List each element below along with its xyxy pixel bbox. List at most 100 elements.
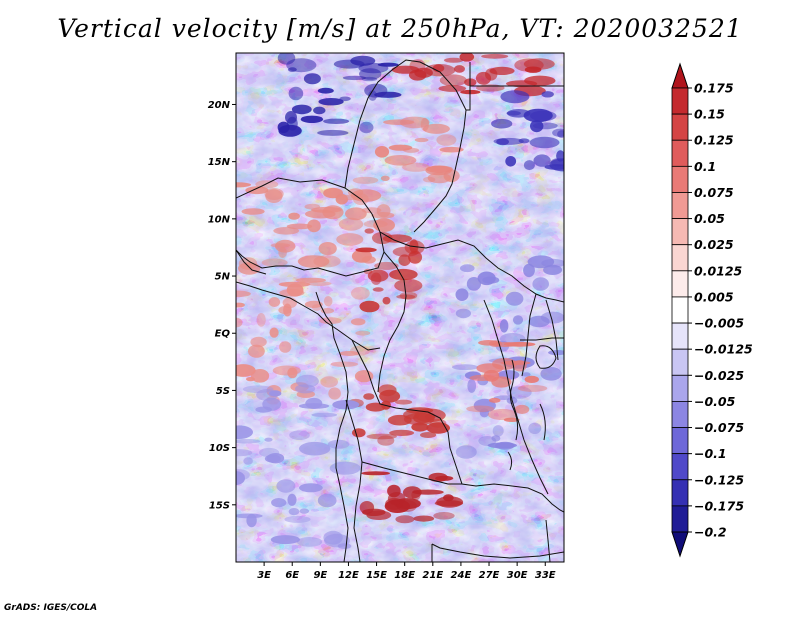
velocity-cell: [552, 128, 564, 137]
velocity-cell: [455, 308, 471, 319]
colorbar-min-arrow: [671, 531, 689, 558]
colorbar-level-label: 0.05: [694, 211, 725, 226]
colorbar-level-label: −0.075: [694, 420, 744, 435]
colorbar-level-label: 0.075: [694, 185, 734, 200]
velocity-cell: [522, 372, 531, 377]
velocity-cell: [438, 85, 467, 92]
velocity-cell: [517, 384, 548, 392]
velocity-cell: [359, 300, 380, 313]
velocity-cell: [434, 500, 464, 507]
velocity-cell: [287, 493, 297, 506]
velocity-cell: [284, 515, 311, 523]
velocity-cell: [328, 387, 341, 400]
velocity-cell: [236, 425, 253, 439]
velocity-cell: [492, 425, 504, 437]
velocity-cell: [288, 67, 297, 72]
velocity-cell: [422, 123, 450, 134]
velocity-cell: [264, 437, 273, 442]
velocity-cell: [426, 422, 451, 434]
longitude-axis: 3E 6E 9E 12E 15E 18E 21E 24E 27E 30E 33E: [257, 562, 556, 581]
velocity-cell: [236, 290, 251, 298]
velocity-cell: [329, 461, 361, 475]
figure-title: Vertical velocity [m/s] at 250hPa, VT: 2…: [57, 14, 743, 43]
velocity-cell: [256, 313, 266, 327]
colorbar-level-label: −0.05: [694, 394, 736, 409]
velocity-cell: [285, 111, 297, 124]
velocity-cell: [541, 91, 554, 98]
velocity-cell: [236, 182, 252, 188]
lon-tick-label: 30E: [507, 570, 528, 581]
velocity-cell: [382, 296, 391, 305]
colorbar-segment: [671, 87, 689, 115]
velocity-cell: [303, 73, 321, 85]
velocity-cell: [367, 269, 389, 282]
velocity-cell: [323, 118, 350, 125]
velocity-cell: [491, 435, 501, 442]
velocity-cell: [491, 118, 513, 129]
colorbar-max-arrow: [671, 62, 689, 89]
velocity-cell: [279, 289, 305, 297]
velocity-cell: [295, 277, 326, 283]
velocity-cell: [236, 302, 245, 308]
velocity-cell: [388, 144, 413, 151]
velocity-cell: [444, 57, 464, 63]
colorbar-segment: [671, 479, 689, 507]
velocity-cell: [269, 327, 279, 338]
velocity-cell: [533, 154, 551, 167]
lat-tick-label: 5N: [215, 272, 231, 283]
velocity-cell: [288, 86, 304, 101]
velocity-anomalies: [236, 53, 564, 549]
colorbar-segment: [671, 192, 689, 219]
velocity-cell: [496, 138, 509, 146]
velocity-cell: [318, 242, 337, 256]
velocity-cell: [523, 160, 535, 171]
velocity-cell: [323, 296, 333, 307]
velocity-cell: [543, 264, 563, 275]
lon-tick-label: 9E: [313, 570, 327, 581]
velocity-cell: [459, 53, 475, 62]
velocity-cell: [443, 494, 454, 502]
velocity-cell: [291, 104, 312, 115]
velocity-cell: [361, 255, 376, 264]
velocity-cell: [355, 330, 371, 336]
velocity-cell: [279, 341, 292, 353]
velocity-cell: [514, 404, 530, 414]
velocity-cell: [394, 278, 423, 293]
velocity-cell: [523, 263, 535, 278]
velocity-map-panel: [235, 52, 565, 563]
lon-tick-label: 33E: [535, 570, 556, 581]
velocity-cell: [524, 75, 556, 86]
velocity-cell: [374, 261, 399, 270]
velocity-cell: [256, 389, 279, 401]
velocity-cell: [276, 479, 296, 493]
colorbar-segment: [671, 139, 689, 167]
velocity-cell: [428, 472, 448, 482]
velocity-cell: [236, 471, 245, 486]
velocity-cell: [236, 449, 253, 457]
velocity-cell: [323, 530, 343, 545]
lon-tick-label: 27E: [479, 570, 500, 581]
colorbar-segment: [671, 165, 689, 193]
velocity-cell: [518, 138, 530, 144]
velocity-cell: [399, 291, 418, 300]
colorbar-level-label: 0.0125: [694, 263, 743, 278]
velocity-cell: [439, 74, 467, 87]
velocity-cell: [246, 513, 257, 528]
velocity-cell: [530, 120, 544, 133]
velocity-cell: [345, 207, 367, 221]
velocity-cell: [338, 217, 364, 231]
velocity-cell: [466, 405, 495, 413]
colorbar-segment: [671, 401, 689, 428]
colorbar-level-label: 0.005: [694, 289, 734, 304]
velocity-cell: [379, 389, 401, 403]
velocity-cell: [507, 109, 531, 118]
velocity-cell: [402, 162, 431, 172]
colorbar-level-label: 0.025: [694, 237, 734, 252]
latitude-axis: 20N 15N 10N 5N EQ 5S 10S 15S: [208, 100, 236, 511]
velocity-cell: [481, 53, 509, 59]
velocity-cell: [414, 137, 429, 143]
velocity-cell: [268, 297, 281, 307]
velocity-cell: [299, 441, 331, 456]
velocity-cell: [390, 500, 400, 505]
velocity-cell: [426, 165, 453, 173]
